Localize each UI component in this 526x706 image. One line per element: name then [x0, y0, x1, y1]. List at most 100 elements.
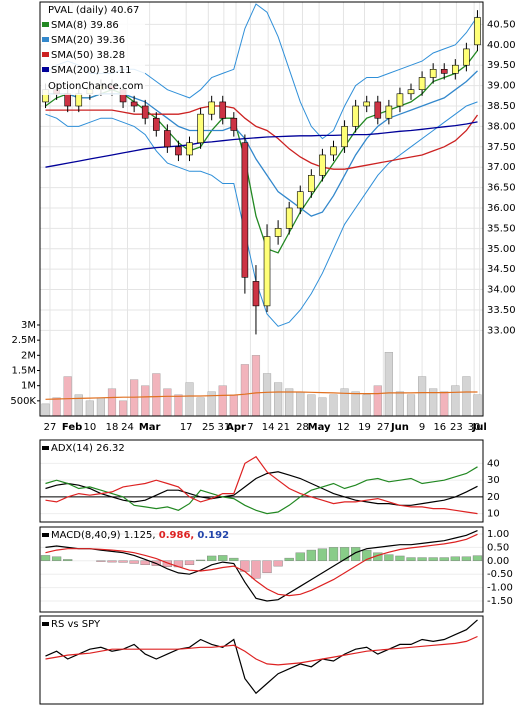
y-tick-label: 36.00: [487, 203, 516, 214]
y-tick-label: 0.00: [487, 556, 509, 567]
y-tick-label: 39.00: [487, 81, 516, 92]
volume-tick-label: 3M: [21, 320, 36, 331]
y-tick-label: 34.00: [487, 285, 516, 296]
volume-tick-label: 1M: [21, 381, 36, 392]
frame: [39, 526, 484, 613]
candle-body: [418, 77, 426, 90]
x-tick-label: 28: [296, 422, 309, 433]
candle-body: [164, 130, 171, 148]
x-tick-label: 9: [419, 422, 425, 433]
panel-title-part: MACD(8,40,9) 1.125,: [51, 530, 156, 541]
panel-title: RS vs SPY: [51, 619, 101, 630]
volume-bar: [318, 397, 327, 417]
volume-bar: [384, 352, 393, 417]
x-tick-label: 30: [468, 422, 481, 433]
x-tick-label: Apr: [226, 422, 246, 433]
histogram-bar: [118, 560, 128, 563]
histogram-bar: [262, 560, 272, 574]
x-tick-label: 25: [202, 422, 215, 433]
volume-bar: [85, 400, 94, 417]
x-tick-label: 31: [217, 422, 230, 433]
histogram-bar: [63, 559, 73, 561]
panel-title: MACD(8,40,9) 1.125, 0.986, 0.192: [51, 530, 229, 541]
histogram-bar: [328, 547, 339, 561]
y-tick-label: 39.50: [487, 60, 516, 71]
histogram-bar: [40, 555, 51, 561]
histogram-bar: [428, 557, 438, 561]
y-tick-label: 34.50: [487, 264, 516, 275]
panel-title-part: ADX(14) 26.32: [51, 443, 125, 454]
legend-swatch: [42, 37, 49, 42]
volume-bar: [152, 373, 161, 417]
histogram-bar: [229, 557, 239, 561]
volume-bar: [141, 385, 150, 417]
histogram-bar: [184, 560, 195, 566]
y-tick-label: 40.50: [487, 19, 516, 30]
candle-body: [64, 93, 71, 107]
indicator-line: [45, 530, 478, 602]
x-tick-label: 16: [433, 422, 446, 433]
histogram-bar: [406, 557, 416, 561]
histogram-bar: [207, 555, 217, 561]
x-tick-label: Jun: [390, 422, 409, 433]
volume-bar: [52, 397, 61, 417]
x-tick-label: 18: [106, 422, 119, 433]
candle-body: [374, 101, 382, 119]
y-tick-label: 40: [487, 458, 500, 469]
histogram-bar: [395, 555, 405, 561]
candle-body: [285, 207, 293, 229]
candle-body: [219, 101, 227, 119]
candle-body: [330, 146, 337, 156]
sma-line: [45, 121, 478, 168]
volume-bar: [351, 391, 360, 417]
y-tick-label: 38.50: [487, 101, 516, 112]
chart-title: PVAL (daily) 40.67: [48, 5, 139, 16]
candle-body: [440, 69, 448, 74]
legend-swatch: [42, 67, 49, 72]
legend-swatch: [42, 622, 49, 626]
histogram-bar: [140, 560, 150, 566]
y-tick-label: 38.00: [487, 121, 516, 132]
x-tick-label: May: [308, 422, 331, 433]
volume-bar: [41, 403, 50, 417]
volume-bar: [262, 373, 272, 417]
volume-bar: [395, 391, 405, 417]
y-tick-label: 0.50: [487, 542, 509, 553]
panel-title: ADX(14) 26.32: [51, 443, 125, 454]
y-tick-label: 1.00: [487, 529, 509, 540]
volume-bar: [196, 397, 205, 417]
x-tick-label: Mar: [139, 422, 161, 433]
volume-bar: [107, 388, 117, 417]
y-tick-label: 10: [487, 509, 500, 520]
histogram-bar: [251, 560, 261, 579]
candle-body: [274, 228, 282, 237]
candle-body: [75, 93, 83, 107]
histogram-bar: [306, 549, 316, 561]
y-tick-label: 35.50: [487, 223, 516, 234]
legend-label: SMA(8) 39.86: [51, 20, 119, 31]
volume-bar: [362, 394, 371, 417]
histogram-bar: [339, 547, 350, 561]
candle-body: [308, 175, 315, 192]
y-tick-label: 40.00: [487, 40, 516, 51]
candle-body: [463, 48, 470, 66]
y-tick-label: 33.50: [487, 305, 516, 316]
legend-swatch: [42, 52, 49, 57]
indicator-line: [45, 455, 478, 515]
volume-ma-line: [45, 391, 478, 400]
panel-title-part: RS vs SPY: [51, 619, 101, 630]
volume-bar: [251, 355, 261, 417]
legend-box: [41, 3, 145, 95]
histogram-bar: [162, 560, 172, 567]
x-tick-label: 12: [337, 422, 350, 433]
y-tick-label: 20: [487, 492, 500, 503]
panel-title-part: 0.986,: [159, 530, 194, 541]
candle-body: [208, 101, 215, 115]
x-tick-label: 19: [358, 422, 371, 433]
x-tick-label: 27: [44, 422, 57, 433]
volume-tick-label: 2.5M: [11, 335, 36, 346]
candle-body: [175, 146, 182, 156]
volume-tick-label: 1.5M: [11, 366, 36, 377]
